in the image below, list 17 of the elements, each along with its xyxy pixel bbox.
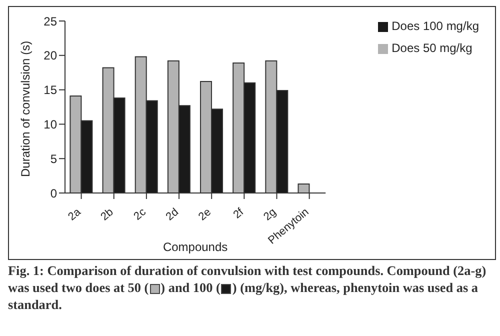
legend-label: Does 100 mg/kg (392, 19, 479, 33)
x-tick-label: 2e (196, 206, 214, 224)
y-tick-label: 0 (50, 186, 58, 200)
y-tick-label: 15 (44, 83, 58, 98)
x-tick-label: 2b (98, 206, 116, 224)
text: ) and 100 ( (160, 280, 220, 295)
x-tick-label: 2f (231, 206, 247, 222)
y-tick-label: 25 (44, 14, 58, 28)
y-axis-title: Duration of convulsion (s) (18, 40, 32, 177)
x-tick-label: 2a (66, 206, 84, 224)
x-tick-label: 2d (164, 206, 181, 224)
x-axis-title: Compounds (162, 240, 228, 254)
y-tick-label: 5 (50, 152, 58, 166)
x-tick-label: 2c (132, 206, 149, 223)
y-tick-label: 20 (44, 48, 58, 63)
legend-label: Does 50 mg/kg (392, 41, 472, 55)
y-tick-label: 10 (44, 117, 58, 132)
